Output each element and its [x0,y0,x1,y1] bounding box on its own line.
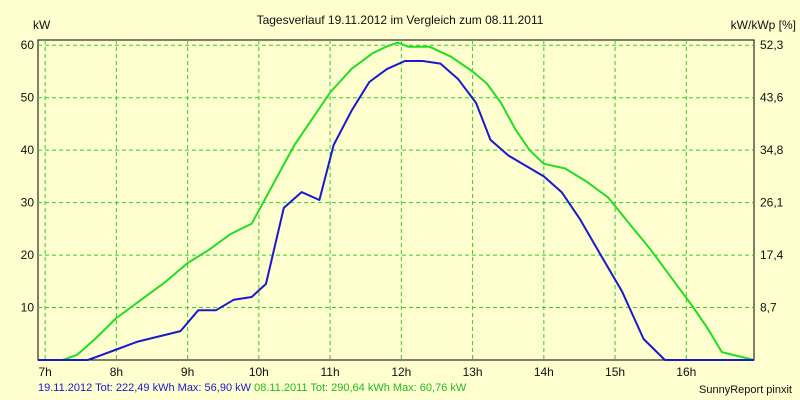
series2-date: 08.11.2011 [254,382,308,394]
y-tick-label: 20 [21,248,35,262]
y-tick-label: 10 [21,301,35,315]
y-ticks: 10 20 30 40 50 60 [21,38,35,314]
y2-tick-label: 43,6 [760,91,784,105]
series1-date: 19.11.2012 [38,382,93,394]
plot-area [37,39,755,361]
y-tick-label: 50 [21,91,35,105]
y-tick-label: 60 [21,38,35,52]
series-line-19.11.2012 [38,60,754,361]
credit-text: SunnyReport pinxit [699,384,792,396]
y-tick-label: 40 [21,143,35,157]
x-tick-label: 15h [605,365,625,379]
y-tick-label: 30 [21,196,35,210]
y2-ticks: 8,7 17,4 26,1 34,8 43,6 52,3 [760,38,784,314]
x-tick-label: 8h [110,365,123,379]
y2-tick-label: 52,3 [760,38,784,52]
x-tick-label: 11h [321,365,340,379]
x-tick-label: 13h [463,365,483,379]
y2-tick-label: 8,7 [760,301,777,315]
x-tick-label: 14h [534,365,554,379]
series-lines [38,41,755,361]
grid [38,40,754,360]
x-ticks: 7h 8h 9h 10h 11h 12h 13h 14h 15h 16h [38,365,696,379]
x-tick-label: 9h [181,365,194,379]
y2-tick-label: 17,4 [760,248,784,262]
series1-stats: Tot: 222,49 kWh Max: 56,90 kW [95,382,252,394]
series-line-08.11.2011 [38,41,755,361]
y2-tick-label: 26,1 [760,196,784,210]
x-tick-label: 7h [38,365,51,379]
y-axis-label: kW [33,18,51,32]
chart-title: Tagesverlauf 19.11.2012 im Vergleich zum… [257,13,544,27]
series2-stats: Tot: 290,64 kWh Max: 60,76 kW [310,382,467,394]
x-tick-label: 16h [676,365,696,379]
y2-axis-label: kW/kWp [%] [731,18,796,32]
y2-tick-label: 34,8 [760,143,784,157]
x-tick-label: 10h [249,365,269,379]
chart-footer: 19.11.2012 Tot: 222,49 kWh Max: 56,90 kW… [38,382,466,394]
x-tick-label: 12h [391,365,411,379]
